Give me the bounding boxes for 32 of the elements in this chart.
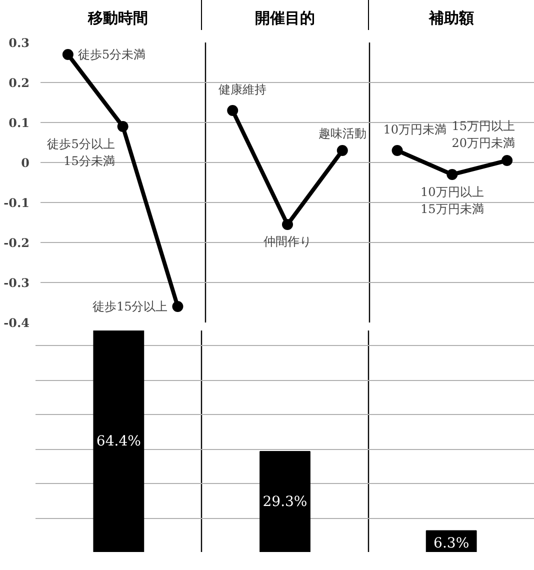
- point: [227, 105, 238, 116]
- point: [446, 169, 458, 180]
- point: [172, 301, 184, 312]
- y-tick-label: 0.3: [8, 36, 30, 50]
- annotation: 徒歩5分未満: [78, 48, 146, 62]
- point: [117, 121, 128, 132]
- y-tick-label: 0: [21, 156, 30, 170]
- data-label: 64.4%: [96, 434, 141, 450]
- point: [392, 145, 403, 156]
- point: [62, 49, 74, 60]
- text: 移動時間: [86, 8, 150, 29]
- y-tick-label: -0.4: [4, 316, 30, 330]
- annotation: 仲間作り: [264, 234, 312, 248]
- annotation: 徒歩5分以上15分未満: [47, 137, 115, 168]
- annotation: 10万円未満: [383, 122, 447, 136]
- y-tick-label: 0.1: [8, 116, 30, 130]
- annotation: 趣味活動: [318, 126, 366, 140]
- annotation: 健康維持: [218, 82, 267, 96]
- text: 補助額: [368, 0, 534, 30]
- data-label: 29.3%: [262, 494, 308, 510]
- y-tick-label: 0.2: [8, 76, 30, 90]
- y-tick-label: -0.3: [4, 276, 30, 290]
- point: [336, 145, 348, 156]
- annotation: 徒歩15分以上: [92, 300, 168, 314]
- y-tick-label: -0.2: [4, 236, 30, 250]
- text: 開催目的: [201, 0, 368, 30]
- data-label: 6.3%: [434, 536, 470, 552]
- annotation: 15万円以上20万円未満: [452, 119, 516, 150]
- point: [502, 155, 513, 166]
- point: [282, 219, 293, 230]
- annotation: 10万円以上15万円未満: [420, 185, 484, 216]
- y-tick-label: -0.1: [4, 196, 30, 210]
